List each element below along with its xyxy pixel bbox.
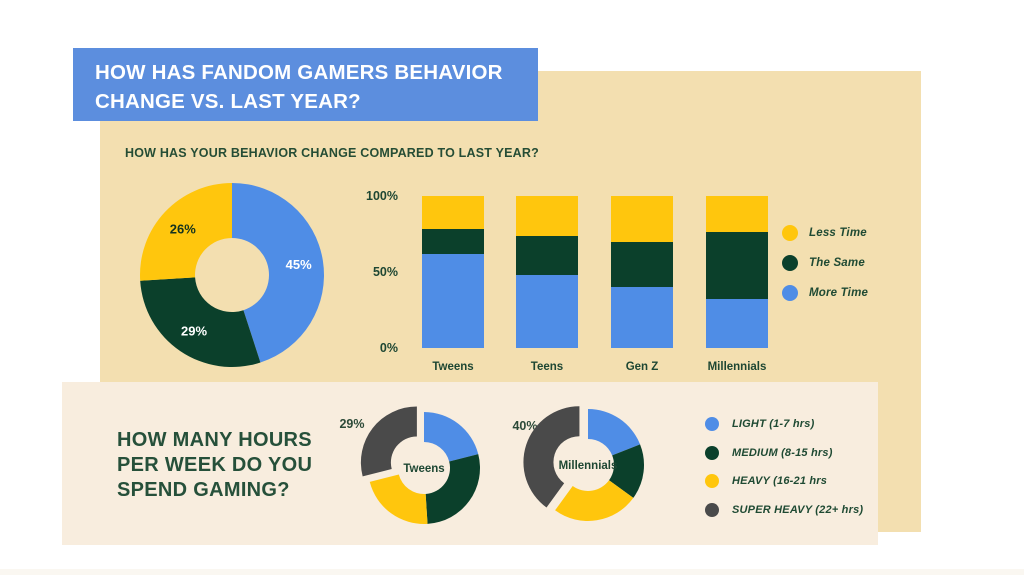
category-label-tweens: Tweens bbox=[432, 361, 474, 373]
legend-label: SUPER HEAVY (22+ hrs) bbox=[732, 503, 864, 516]
legend-item-the-same: The Same bbox=[782, 255, 868, 271]
bar-segment-more-time bbox=[706, 299, 768, 348]
legend-label: MEDIUM (8-15 hrs) bbox=[732, 446, 833, 459]
behavior-change-donut-chart: 45% 29% 26% bbox=[140, 183, 324, 367]
page-title-line2: CHANGE VS. LAST YEAR? bbox=[95, 90, 361, 113]
donut-slice-light-1-7-hrs bbox=[588, 409, 641, 456]
header-banner: HOW HAS FANDOM GAMERS BEHAVIOR CHANGE VS… bbox=[73, 48, 538, 121]
legend-item-more-time: More Time bbox=[782, 285, 868, 301]
bar-segment-the-same bbox=[611, 241, 673, 288]
legend-item-heavy-16-21-hrs: HEAVY (16-21 hrs bbox=[705, 474, 863, 488]
donut-slice-value-label: 26% bbox=[170, 221, 196, 236]
stacked-bar-gen-z bbox=[611, 196, 673, 348]
legend-item-light-1-7-hrs: LIGHT (1-7 hrs) bbox=[705, 417, 863, 431]
hours-heading-line2: PER WEEK DO YOU bbox=[117, 454, 313, 476]
bar-segment-the-same bbox=[422, 229, 484, 254]
category-label-millennials: Millennials bbox=[707, 361, 767, 373]
stacked-bar-tweens bbox=[422, 196, 484, 348]
donut-slice-less-time bbox=[140, 183, 232, 281]
millennials-super-heavy-callout: 40% bbox=[512, 419, 538, 433]
tweens-super-heavy-callout: 29% bbox=[339, 417, 365, 431]
legend-item-less-time: Less Time bbox=[782, 225, 868, 241]
donut-slice-heavy-16-21-hrs bbox=[369, 474, 428, 524]
behavior-legend: Less Time The Same More Time bbox=[782, 225, 868, 301]
donut-slice-super-heavy-22-hrs bbox=[360, 406, 417, 477]
donut-slice-medium-8-15-hrs bbox=[425, 454, 480, 524]
yellow-legend-dot-icon bbox=[705, 474, 719, 488]
hours-tweens-donut-chart: Tweens bbox=[360, 406, 480, 524]
page-bottom-strip bbox=[0, 569, 1024, 575]
hours-legend: LIGHT (1-7 hrs) MEDIUM (8-15 hrs) HEAVY (1… bbox=[705, 417, 863, 517]
category-label-teens: Teens bbox=[530, 361, 564, 373]
green-legend-dot-icon bbox=[782, 255, 798, 271]
legend-item-medium-8-15-hrs: MEDIUM (8-15 hrs) bbox=[705, 445, 863, 460]
green-legend-dot-icon bbox=[705, 445, 719, 460]
page-title: HOW HAS FANDOM GAMERS BEHAVIOR CHANGE VS… bbox=[73, 48, 538, 116]
yellow-legend-dot-icon bbox=[782, 225, 798, 241]
blue-legend-dot-icon bbox=[705, 417, 719, 431]
bar-segment-less-time bbox=[516, 196, 578, 236]
hours-millennials-donut-chart: Millennials bbox=[523, 406, 644, 521]
y-axis-tick-0: 0% bbox=[379, 341, 398, 355]
donut-center-label: Millennials bbox=[559, 460, 618, 472]
donut-slice-heavy-16-21-hrs bbox=[555, 480, 634, 521]
donut-slice-light-1-7-hrs bbox=[424, 412, 479, 462]
bar-segment-less-time bbox=[422, 196, 484, 230]
behavior-subtitle: HOW HAS YOUR BEHAVIOR CHANGE COMPARED TO… bbox=[125, 146, 539, 160]
legend-label: The Same bbox=[809, 257, 865, 269]
donut-slice-more-time bbox=[232, 183, 324, 363]
donut-center-label: Tweens bbox=[403, 463, 444, 475]
hours-heading: HOW MANY HOURS PER WEEK DO YOU SPEND GAM… bbox=[117, 428, 312, 503]
page-title-line1: HOW HAS FANDOM GAMERS BEHAVIOR bbox=[95, 61, 503, 84]
y-axis-tick-100: 100% bbox=[366, 189, 398, 203]
bar-segment-less-time bbox=[706, 196, 768, 233]
y-axis-tick-50: 50% bbox=[372, 265, 398, 279]
legend-label: More Time bbox=[809, 287, 869, 299]
stacked-bar-teens bbox=[516, 196, 578, 348]
gray-legend-dot-icon bbox=[705, 502, 719, 517]
blue-legend-dot-icon bbox=[782, 285, 798, 301]
legend-label: LIGHT (1-7 hrs) bbox=[732, 418, 815, 430]
bar-segment-the-same bbox=[516, 235, 578, 276]
stacked-bar-millennials bbox=[706, 196, 768, 348]
legend-label: HEAVY (16-21 hrs bbox=[732, 475, 828, 487]
bar-segment-more-time bbox=[422, 253, 484, 348]
bar-segment-more-time bbox=[516, 275, 578, 348]
donut-slice-value-label: 45% bbox=[286, 257, 312, 272]
donut-slice-the-same bbox=[140, 277, 261, 367]
legend-item-super-heavy-22-hrs: SUPER HEAVY (22+ hrs) bbox=[705, 502, 864, 517]
donut-slice-super-heavy-22-hrs bbox=[523, 406, 580, 508]
category-label-gen-z: Gen Z bbox=[625, 361, 659, 373]
bar-segment-more-time bbox=[611, 287, 673, 348]
hours-heading-line1: HOW MANY HOURS bbox=[117, 429, 312, 451]
bar-segment-less-time bbox=[611, 196, 673, 242]
legend-label: Less Time bbox=[809, 227, 867, 239]
hours-heading-line3: SPEND GAMING? bbox=[117, 479, 290, 501]
donut-slice-medium-8-15-hrs bbox=[609, 444, 644, 498]
donut-slice-value-label: 29% bbox=[181, 323, 207, 338]
bar-segment-the-same bbox=[706, 232, 768, 300]
